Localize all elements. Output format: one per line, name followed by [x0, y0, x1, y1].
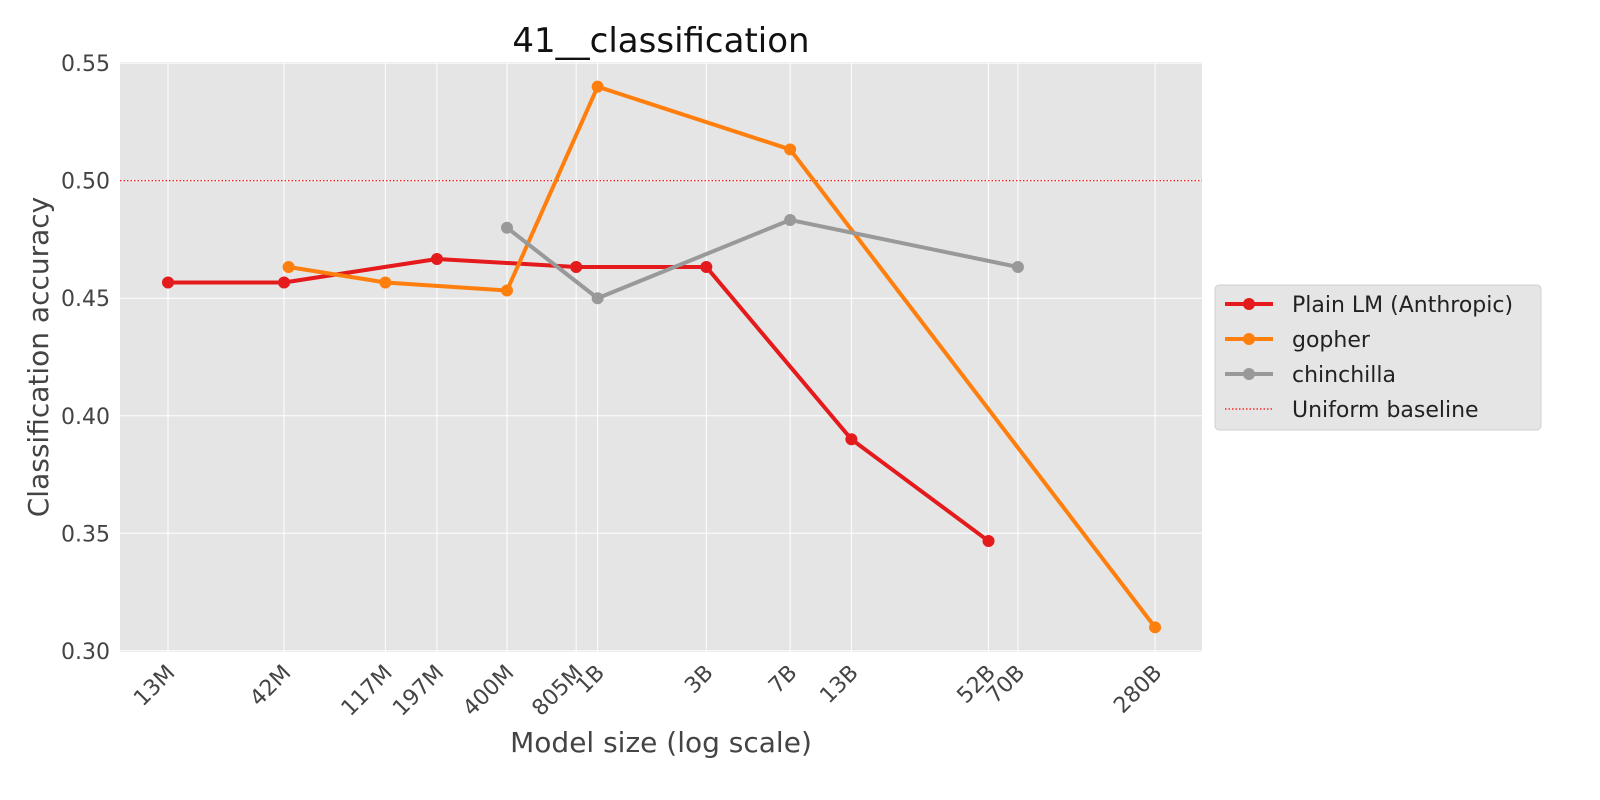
data-point	[591, 80, 604, 93]
legend-marker	[1243, 368, 1255, 380]
x-axis-label: Model size (log scale)	[510, 726, 812, 759]
data-point	[784, 143, 797, 156]
data-point	[570, 260, 583, 273]
y-tick-label: 0.50	[61, 170, 110, 195]
x-tick-label: 13B	[815, 661, 863, 709]
data-point	[591, 292, 604, 305]
legend-label: Uniform baseline	[1292, 398, 1479, 423]
data-point	[500, 221, 513, 234]
x-tick-label: 1B	[572, 661, 610, 699]
y-tick-label: 0.55	[61, 52, 110, 77]
x-tick-label: 3B	[680, 661, 718, 699]
legend	[1214, 284, 1542, 431]
data-point	[278, 276, 291, 289]
data-point	[982, 535, 995, 548]
y-tick-label: 0.30	[61, 640, 110, 665]
legend-label: Plain LM (Anthropic)	[1292, 293, 1513, 318]
legend-marker	[1243, 333, 1255, 345]
x-tick-label: 117M	[337, 661, 398, 722]
series-line	[505, 217, 1019, 301]
plot-area	[120, 62, 1202, 652]
series-line	[288, 84, 1157, 629]
x-tick-label: 7B	[764, 661, 802, 699]
y-tick-label: 0.40	[61, 405, 110, 430]
y-tick-label: 0.35	[61, 522, 110, 547]
data-point	[845, 433, 858, 446]
data-point	[1011, 260, 1024, 273]
x-tick-label: 13M	[129, 661, 180, 712]
chart-title: 41__classification	[512, 21, 809, 61]
y-axis-label: Classification accuracy	[22, 197, 55, 518]
legend-marker	[1243, 298, 1255, 310]
legend-label: gopher	[1292, 328, 1371, 353]
x-tick-label: 42M	[245, 661, 296, 712]
data-point	[700, 260, 713, 273]
data-point	[430, 252, 443, 265]
data-point	[784, 213, 797, 226]
x-tick-label: 400M	[458, 661, 519, 722]
data-point	[282, 260, 295, 273]
y-tick-label: 0.45	[61, 287, 110, 312]
data-point	[162, 276, 175, 289]
x-tick-label: 197M	[388, 661, 449, 722]
data-point	[1149, 621, 1162, 634]
data-point	[379, 276, 392, 289]
x-tick-label: 280B	[1109, 661, 1167, 719]
legend-label: chinchilla	[1292, 363, 1396, 388]
data-point	[500, 284, 513, 297]
x-tick-label: 805M	[528, 661, 589, 722]
